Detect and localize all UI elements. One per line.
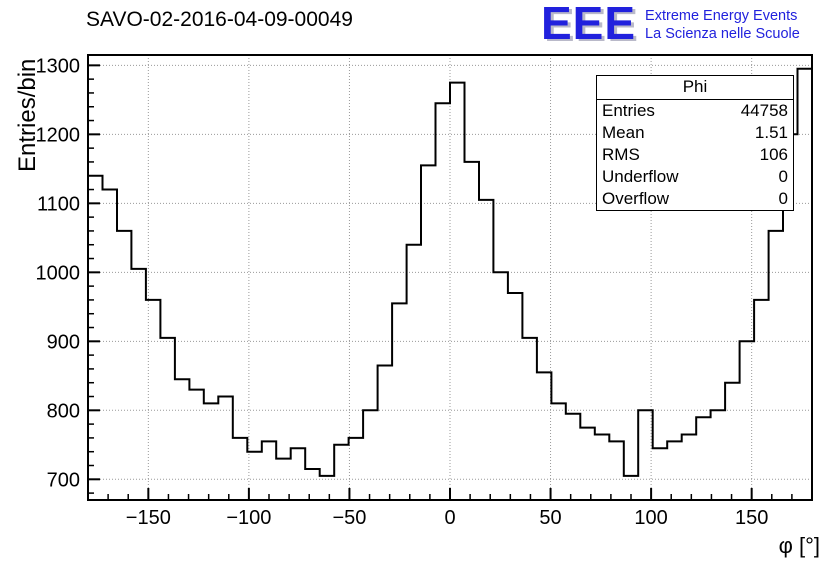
eee-logo: EEE Extreme Energy Events La Scienza nel… [541,0,800,49]
eee-logo-text: EEE [541,0,637,49]
y-tick-label: 1100 [37,193,80,215]
eee-logo-line2: La Scienza nelle Scuole [645,26,800,43]
x-tick-label: 100 [634,507,667,529]
stats-value: 106 [759,145,788,164]
stats-label: Underflow [602,167,679,186]
x-tick-label: −150 [126,507,171,529]
x-tick-label: 50 [539,507,561,529]
x-axis-title: φ [°] [778,533,820,558]
histogram-line [88,67,812,477]
eee-logo-line1: Extreme Energy Events [645,8,798,24]
y-tick-label: 900 [47,331,80,353]
y-tick-label: 1000 [36,262,81,284]
stats-value: 44758 [740,101,788,120]
x-tick-label: −50 [332,507,366,529]
y-tick-label: 1300 [36,55,81,77]
stats-box: Phi Entries 44758 Mean 1.51 RMS 106 Unde… [596,75,794,211]
stats-row-underflow: Underflow 0 [597,166,793,188]
stats-row-overflow: Overflow 0 [597,188,793,210]
y-tick-label: 1200 [36,124,81,146]
plot-title: SAVO-02-2016-04-09-00049 [86,8,353,31]
stats-label: Mean [602,123,645,142]
stats-value: 0 [778,189,788,208]
stats-row-entries: Entries 44758 [597,100,793,122]
y-axis-title: Entries/bin [14,58,41,172]
stats-label: RMS [602,145,640,164]
stats-row-mean: Mean 1.51 [597,122,793,144]
stats-row-rms: RMS 106 [597,144,793,166]
x-tick-label: 150 [735,507,768,529]
stats-value: 0 [778,167,788,186]
eee-logo-caption: Extreme Energy Events La Scienza nelle S… [645,7,800,43]
stats-value: 1.51 [754,123,788,142]
stats-label: Entries [602,101,655,120]
y-tick-label: 800 [47,400,80,422]
x-tick-label: 0 [444,507,455,529]
y-tick-label: 700 [47,469,80,491]
stats-box-title: Phi [597,76,793,100]
stats-label: Overflow [602,189,670,208]
x-tick-label: −100 [226,507,271,529]
